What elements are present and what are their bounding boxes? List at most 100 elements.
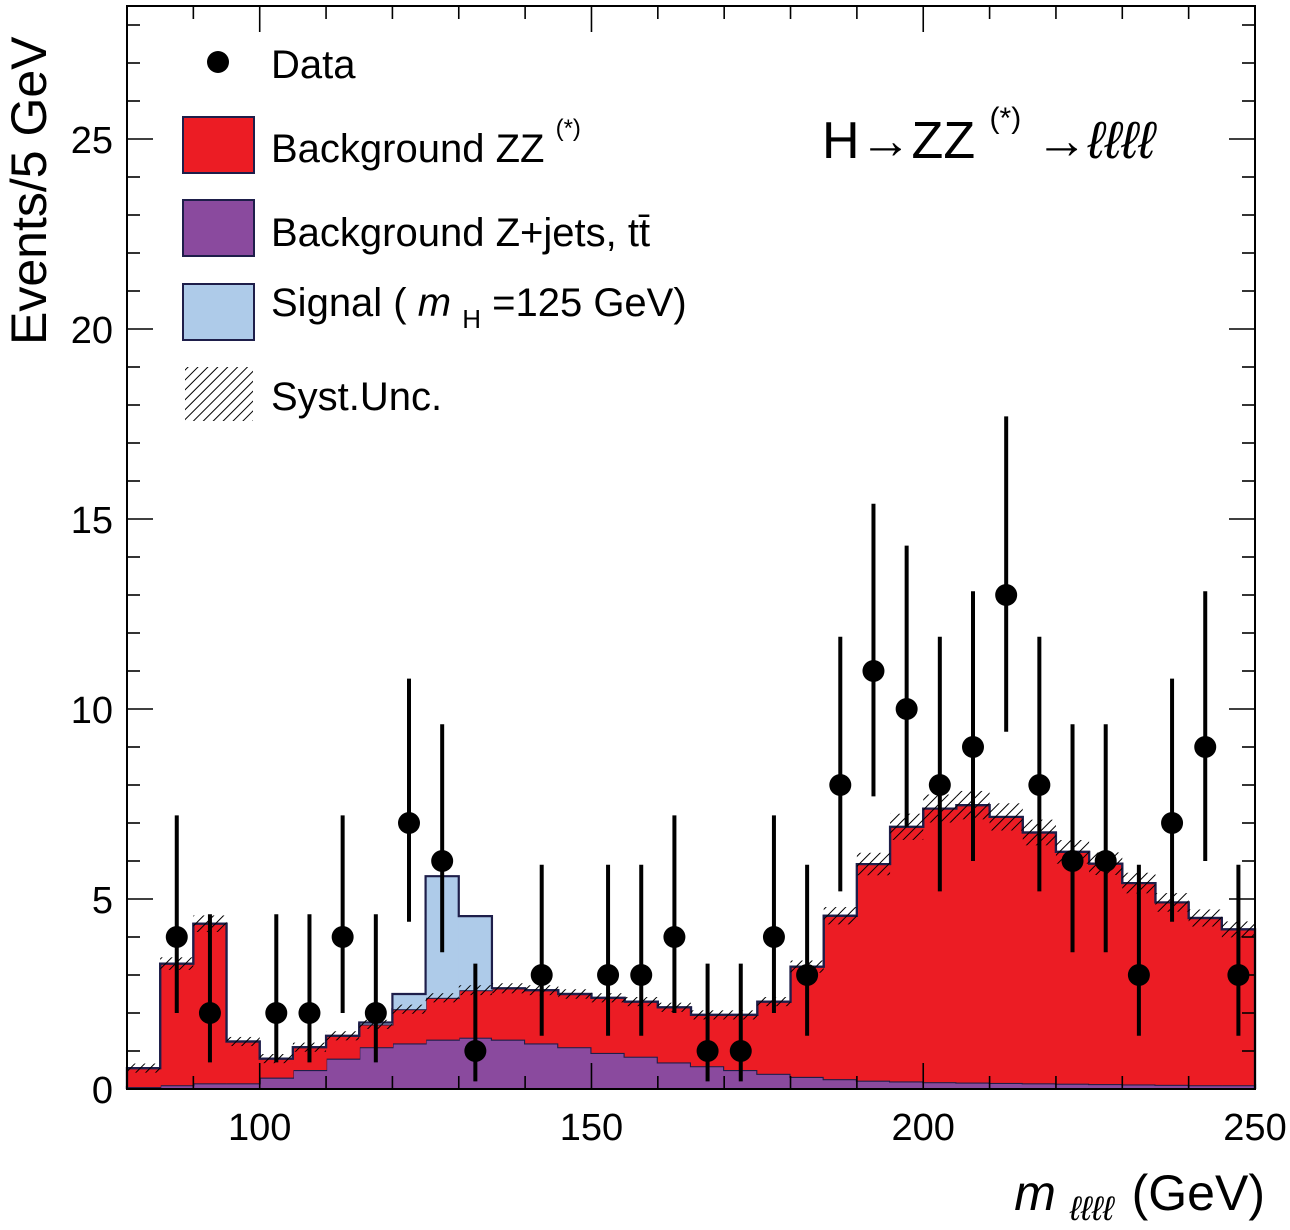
zjets-bin — [1055, 1083, 1090, 1089]
zz-bin — [1188, 918, 1223, 1086]
syst-unc-bin — [856, 852, 891, 876]
data-points — [165, 416, 1250, 1082]
data-point — [597, 964, 620, 986]
data-point — [298, 1002, 321, 1024]
zjets-bin — [1221, 1085, 1256, 1089]
data-point — [1061, 850, 1084, 872]
zz-bin — [989, 816, 1024, 1083]
syst-unc-bin — [989, 803, 1023, 831]
zjets-bin — [956, 1082, 991, 1089]
y-tick-label: 15 — [71, 500, 113, 542]
zjets-bin — [160, 1085, 194, 1089]
zjets-bin — [525, 1043, 559, 1089]
zjets-bin — [1122, 1084, 1157, 1089]
data-point — [829, 774, 852, 796]
data-point — [198, 1002, 221, 1024]
y-tick-label: 10 — [71, 690, 113, 732]
plot-frame — [126, 5, 1256, 1090]
data-point — [995, 584, 1018, 606]
zjets-bin — [757, 1073, 792, 1089]
zz-bin — [657, 1007, 692, 1063]
zjets-bin — [1089, 1084, 1123, 1089]
zjets-bin — [890, 1081, 924, 1089]
legend-syst-label: Syst.Unc. — [271, 375, 442, 419]
y-tick-label: 0 — [92, 1070, 113, 1112]
data-point — [630, 964, 653, 986]
syst-unc-bin — [1188, 909, 1222, 927]
data-point — [431, 850, 454, 872]
zjets-bin — [856, 1080, 891, 1089]
data-point — [1028, 774, 1051, 796]
data-point — [265, 1002, 288, 1024]
legend-signal-label: Signal ( m H =125 GeV) — [271, 281, 687, 337]
data-point — [962, 736, 984, 758]
legend-zjets-swatch — [182, 199, 255, 257]
syst-unc-bin — [558, 989, 592, 999]
data-point — [398, 812, 420, 834]
zjets-bin — [558, 1047, 593, 1089]
process-label: H→ZZ (*) →ℓℓℓℓ — [822, 82, 1157, 170]
zz-bin — [491, 988, 526, 1040]
zjets-bin — [591, 1052, 626, 1089]
x-axis-title: m ℓℓℓℓ (GeV) — [1014, 1165, 1265, 1230]
data-point — [862, 660, 885, 682]
syst-unc-bin — [226, 1036, 260, 1047]
data-point — [530, 964, 553, 986]
zjets-bin — [823, 1079, 858, 1089]
zz-bin — [1155, 902, 1190, 1085]
legend-data-label: Data — [271, 43, 356, 87]
zjets-bin — [392, 1043, 427, 1089]
legend-zz-label: Background ZZ (*) — [271, 115, 581, 171]
data-point — [895, 698, 918, 720]
zz-bin — [425, 997, 460, 1040]
zz-bin — [259, 1058, 294, 1078]
syst-unc-bin — [326, 1031, 360, 1041]
data-point — [762, 926, 785, 948]
zz-bin — [823, 915, 858, 1080]
data-point — [1227, 964, 1250, 986]
syst-unc-bin — [127, 1063, 161, 1073]
data-point — [729, 1040, 752, 1062]
zjets-bin — [1188, 1085, 1223, 1089]
zjets-bin — [624, 1056, 659, 1089]
zz-bin — [856, 864, 891, 1081]
data-point — [696, 1040, 719, 1062]
x-tick-label: 250 — [1223, 1107, 1286, 1149]
legend-data-marker — [207, 51, 229, 73]
data-point — [1127, 964, 1150, 986]
zjets-background-layer — [125, 1036, 1257, 1089]
y-tick-label: 20 — [71, 310, 113, 352]
zjets-bin — [326, 1058, 360, 1089]
legend-signal-swatch — [182, 283, 255, 341]
syst-unc-bin — [823, 907, 857, 925]
data-point — [796, 964, 819, 986]
zz-bin — [890, 826, 924, 1082]
zjets-bin — [989, 1082, 1024, 1089]
data-point — [165, 926, 188, 948]
y-axis-title: Events/5 GeV — [1, 36, 57, 345]
zz-bin — [226, 1041, 261, 1084]
zjets-bin — [790, 1076, 825, 1089]
data-point — [1094, 850, 1117, 872]
data-point — [663, 926, 686, 948]
zjets-bin — [292, 1070, 327, 1089]
data-point — [364, 1002, 387, 1024]
zjets-bin — [1155, 1084, 1190, 1089]
syst-unc-bin — [425, 993, 459, 1003]
x-tick-label: 200 — [892, 1107, 955, 1149]
data-point — [331, 926, 354, 948]
data-point — [1161, 812, 1184, 834]
data-point — [1194, 736, 1217, 758]
zjets-bin — [491, 1039, 526, 1089]
x-tick-label: 100 — [228, 1107, 291, 1149]
legend-syst-swatch — [185, 367, 253, 421]
x-tick-label: 150 — [560, 1107, 623, 1149]
zjets-bin — [425, 1039, 460, 1089]
data-point — [928, 774, 951, 796]
data-point — [464, 1040, 487, 1062]
zz-bin — [558, 994, 593, 1048]
axis-tick-labels: 100 150 200 250 0 5 10 15 20 25 — [71, 120, 1287, 1149]
legend: Data Background ZZ (*) Background Z+jets… — [182, 43, 687, 421]
zjets-bin — [923, 1082, 958, 1089]
